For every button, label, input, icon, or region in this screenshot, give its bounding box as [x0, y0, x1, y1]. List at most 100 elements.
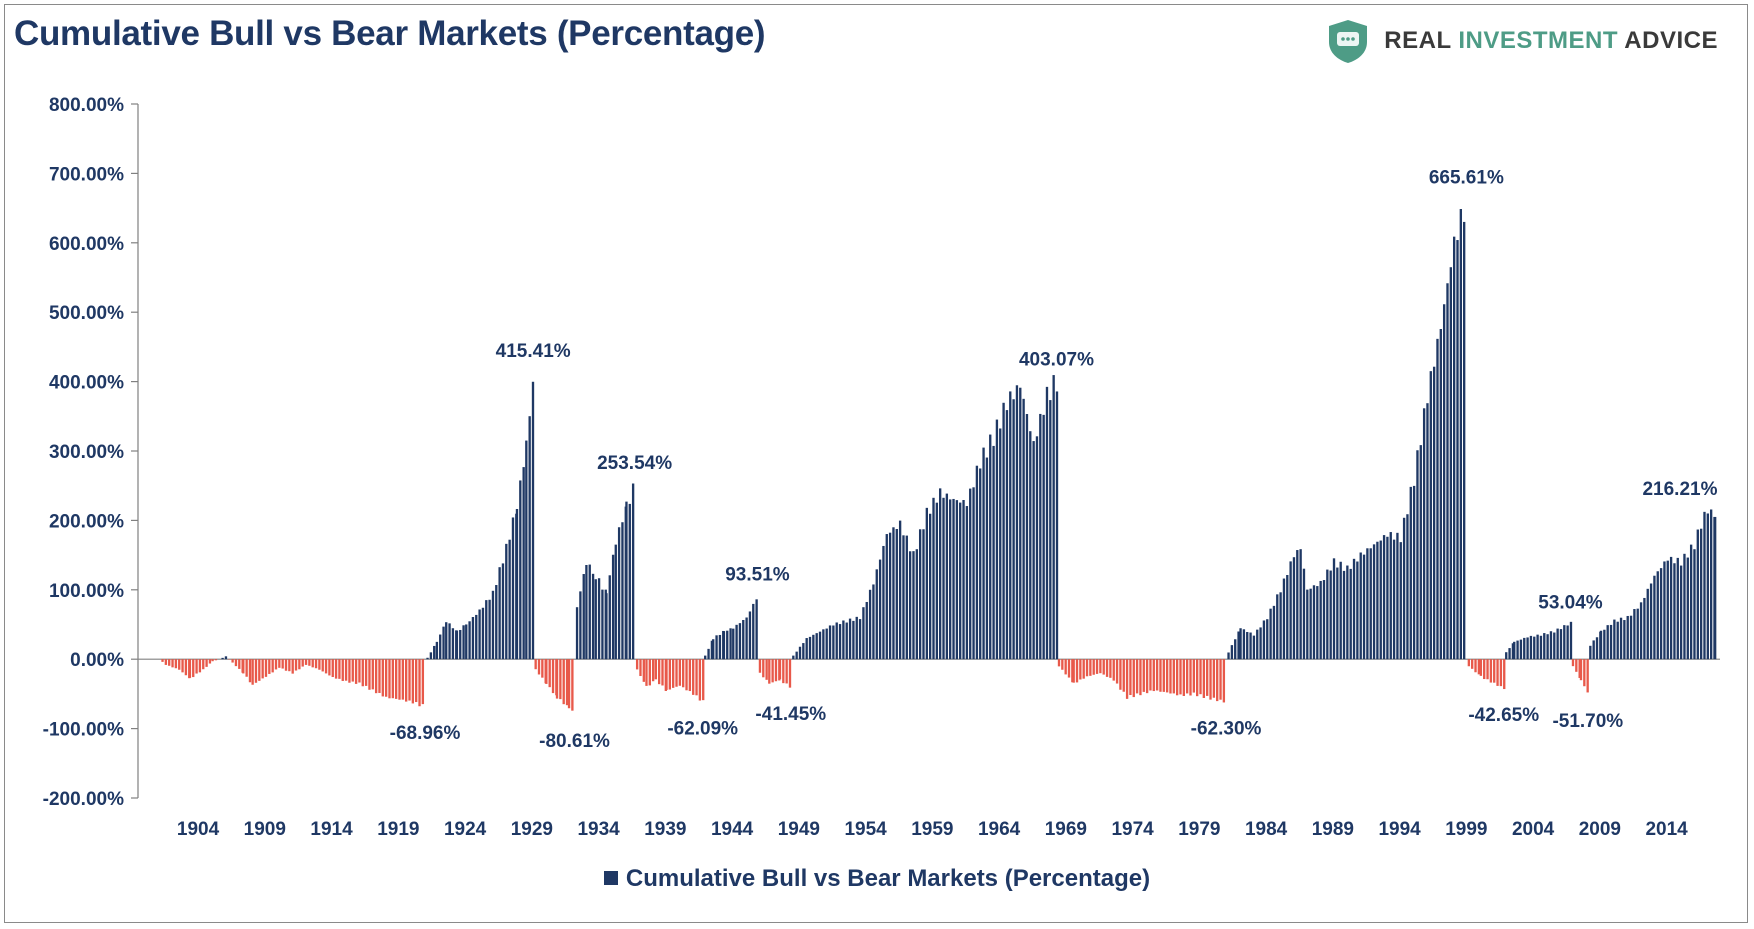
bear-bar: [541, 659, 544, 678]
bull-bar: [832, 625, 835, 660]
bull-bar: [628, 503, 631, 660]
bear-bar: [334, 659, 338, 679]
bull-bar: [1619, 617, 1623, 660]
bear-bar: [1219, 659, 1222, 700]
bear-bar: [314, 659, 318, 669]
bull-bar: [952, 498, 955, 660]
bull-bar: [1319, 580, 1322, 660]
bull-bar: [588, 564, 591, 660]
bull-bar: [1546, 634, 1549, 660]
bull-bar: [579, 591, 582, 660]
bear-bar: [415, 659, 418, 703]
bull-bar: [1563, 625, 1566, 660]
bull-bar: [1626, 615, 1629, 660]
bull-bar: [949, 499, 952, 660]
bull-bar: [575, 607, 579, 660]
bull-bar: [1035, 436, 1039, 660]
bear-bar: [321, 659, 324, 672]
bear-bar: [1196, 659, 1199, 697]
bull-bar: [1266, 619, 1269, 660]
bull-bar: [582, 574, 585, 660]
bear-bar: [567, 659, 571, 709]
bull-bar: [992, 445, 995, 660]
bear-bar: [548, 659, 551, 688]
data-label: 415.41%: [496, 341, 571, 362]
bear-bar: [168, 659, 171, 666]
bull-bar: [868, 589, 872, 660]
x-tick-label: 1999: [1445, 819, 1487, 840]
bear-bar: [1199, 659, 1202, 695]
bull-bar: [752, 603, 755, 660]
bull-bar: [898, 520, 902, 660]
bull-bar: [1643, 597, 1646, 660]
bear-bar: [1105, 659, 1109, 677]
bull-bar: [597, 578, 601, 660]
bull-bar: [1439, 328, 1442, 660]
bull-bar: [1289, 561, 1292, 660]
bull-bar: [448, 623, 451, 660]
bull-bar: [488, 599, 491, 660]
bull-bar: [892, 527, 895, 660]
bull-bar: [1683, 553, 1686, 660]
bull-bar: [745, 617, 748, 660]
bear-bar: [1586, 659, 1589, 693]
bull-bar: [1653, 575, 1656, 660]
x-tick-label: 1904: [177, 819, 220, 840]
bull-bar: [1666, 560, 1669, 660]
bear-bar: [534, 659, 537, 670]
bull-bar: [1379, 540, 1382, 660]
x-tick-label: 1914: [310, 819, 353, 840]
bull-bar: [1230, 645, 1234, 660]
legend: Cumulative Bull vs Bear Markets (Percent…: [0, 865, 1754, 893]
bull-bar: [501, 563, 505, 660]
bear-bar: [1206, 659, 1209, 696]
bull-bar: [1442, 304, 1446, 660]
bull-bar: [1609, 624, 1613, 660]
bull-bar: [1029, 431, 1032, 660]
data-label: -62.30%: [1191, 718, 1262, 739]
brand-name-part1: REAL: [1384, 27, 1459, 54]
bull-bar: [1446, 283, 1449, 660]
bull-bar: [1606, 625, 1609, 660]
bull-bar: [1249, 632, 1252, 660]
bear-bar: [1071, 659, 1074, 683]
bear-bar: [1222, 659, 1226, 703]
bear-bar: [1169, 659, 1172, 694]
bear-bar: [1583, 659, 1586, 687]
bull-bar: [471, 617, 475, 660]
bull-bar: [862, 607, 865, 660]
bull-bar: [895, 529, 898, 660]
x-tick-label: 1919: [377, 819, 419, 840]
bear-bar: [1085, 659, 1089, 677]
bear-bar: [1216, 659, 1219, 702]
bear-bar: [288, 659, 291, 672]
bull-bar: [798, 646, 802, 660]
x-tick-label: 1989: [1312, 819, 1354, 840]
bull-bar: [1002, 402, 1005, 660]
bear-bar: [1061, 659, 1064, 670]
bear-bar: [398, 659, 401, 700]
bear-bar: [685, 659, 688, 691]
bull-bar: [1553, 632, 1556, 660]
bull-bar: [1392, 539, 1396, 660]
bear-bar: [1119, 659, 1122, 690]
bear-bar: [1132, 659, 1135, 698]
bear-bar: [381, 659, 384, 697]
bear-bar: [371, 659, 374, 690]
bull-bar: [1539, 635, 1543, 660]
bear-bar: [571, 659, 574, 711]
bull-bar: [426, 657, 429, 660]
x-tick-label: 1939: [644, 819, 686, 840]
bear-bar: [274, 659, 278, 670]
bear-bar: [418, 659, 421, 707]
bull-bar: [1246, 631, 1249, 660]
bear-bar: [675, 659, 678, 687]
y-tick-label: 500.00%: [49, 303, 124, 324]
data-label: -42.65%: [1468, 705, 1539, 726]
x-tick-label: 1934: [577, 819, 620, 840]
bull-bar: [1649, 583, 1653, 660]
bull-bar: [1302, 568, 1306, 660]
bull-bar: [1569, 621, 1573, 660]
bull-bar: [465, 624, 468, 660]
bull-bar: [1042, 414, 1045, 660]
